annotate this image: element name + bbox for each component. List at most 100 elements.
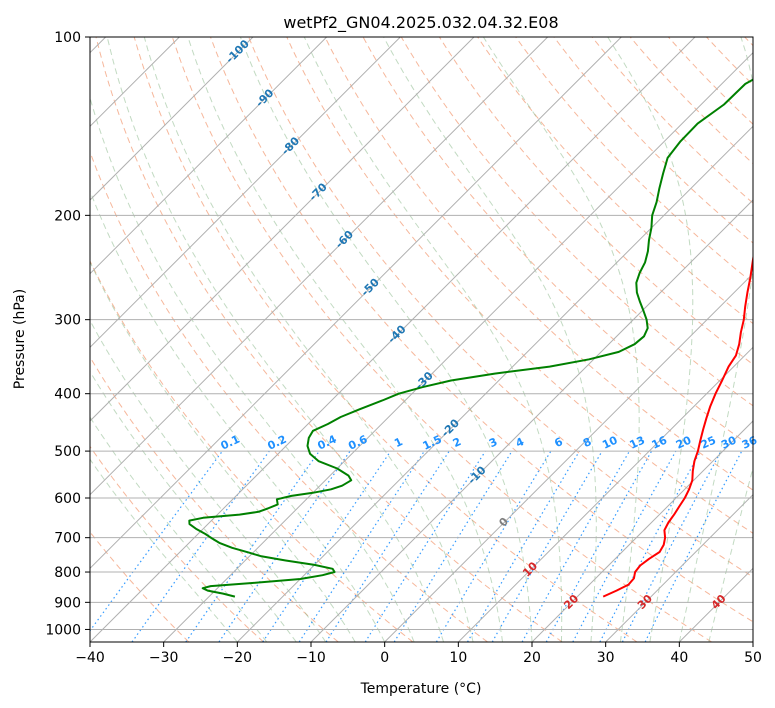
x-tick-label: 20 — [523, 650, 541, 666]
isotherm-line — [163, 51, 753, 642]
moist-adiabat — [90, 458, 238, 642]
x-axis-title: Temperature (°C) — [360, 681, 482, 697]
moist-adiabat — [143, 37, 474, 642]
moist-adiabat — [607, 37, 694, 642]
isotherm-line — [531, 420, 753, 642]
dry-adiabat — [744, 37, 753, 47]
dry-adiabat — [324, 37, 753, 491]
mixing-ratio-line — [218, 450, 351, 642]
isotherm-line — [90, 37, 622, 570]
isotherm-line — [90, 37, 401, 349]
temperature-line — [602, 253, 753, 598]
mixing-ratio-line — [435, 450, 552, 642]
dry-adiabat — [171, 37, 712, 642]
mixing-ratio-label: 13 — [628, 434, 647, 452]
isotherm-line — [236, 125, 753, 642]
grid — [90, 37, 753, 642]
mixing-ratio-label: 6 — [552, 435, 565, 450]
mixing-ratio-label: 0.4 — [315, 432, 338, 452]
mixing-ratio-label: 16 — [650, 433, 670, 451]
y-tick-label: 600 — [54, 491, 81, 507]
mixing-ratio-label: 25 — [699, 434, 718, 452]
y-axis-title: Pressure (hPa) — [12, 289, 28, 389]
mixing-ratio-line — [466, 450, 580, 642]
isotherm-line — [605, 493, 753, 642]
dry-adiabat — [210, 37, 753, 623]
y-tick-label: 700 — [54, 531, 81, 547]
x-tick-label: 30 — [597, 650, 615, 666]
thermo-background — [90, 37, 753, 642]
mixing-ratio-line — [325, 450, 450, 642]
mixing-ratio-label: 20 — [674, 433, 694, 451]
isotherm-line — [384, 272, 753, 642]
y-tick-label: 1000 — [45, 622, 81, 638]
dry-adiabat — [438, 37, 753, 366]
moist-adiabat — [239, 37, 533, 642]
isotherm-line — [752, 641, 753, 642]
mixing-ratio-label: 1.5 — [421, 433, 444, 453]
dry-adiabat — [90, 259, 414, 642]
isotherm-line — [457, 346, 753, 642]
x-tick-label: 50 — [744, 650, 762, 666]
moist-adiabat — [708, 466, 753, 642]
y-tick-label: 300 — [54, 313, 81, 329]
chart-title: wetPf2_GN04.2025.032.04.32.E08 — [283, 13, 558, 33]
x-tick-label: −10 — [296, 650, 326, 666]
mixing-ratio-line — [393, 450, 513, 642]
mixing-ratio-line — [572, 450, 677, 642]
dry-adiabat — [668, 37, 753, 125]
y-tick-label: 800 — [54, 565, 81, 581]
isotherm-line — [90, 37, 696, 642]
y-tick-label: 100 — [54, 30, 81, 46]
mixing-ratio-line — [364, 450, 486, 642]
dry-adiabat — [90, 531, 190, 642]
mixing-ratio-line — [298, 450, 425, 642]
mixing-ratio-line — [131, 450, 270, 642]
dry-adiabat — [515, 37, 753, 284]
mixing-ratio-line — [185, 450, 320, 642]
y-axis: 100 200 300 400 500 600 700 800 900 1000 — [45, 30, 90, 638]
dry-adiabat — [248, 37, 753, 578]
y-tick-label: 200 — [54, 208, 81, 224]
mixing-ratio-label: 36 — [740, 433, 760, 451]
mixing-ratio-label: 4 — [514, 435, 527, 450]
dry-adiabat — [133, 37, 638, 642]
x-tick-label: 40 — [670, 650, 688, 666]
isotherm-line — [310, 199, 753, 642]
moist-adiabat — [482, 37, 640, 642]
moist-adiabat — [90, 416, 268, 642]
dry-adiabat — [553, 37, 753, 244]
mixing-ratio-line — [599, 450, 702, 642]
mixing-ratio-line — [545, 450, 653, 642]
dry-adiabat — [90, 445, 264, 642]
dry-adiabat — [286, 37, 753, 534]
mixing-ratio-line — [521, 450, 631, 642]
dry-adiabat — [591, 37, 753, 204]
moist-adiabat — [678, 37, 753, 642]
isotherm-line — [90, 37, 328, 275]
y-tick-label: 500 — [54, 444, 81, 460]
moist-adiabat — [187, 37, 503, 642]
mixing-ratio-line — [644, 450, 743, 642]
moist-adiabat — [383, 37, 597, 642]
mixing-ratio-label: 3 — [487, 435, 499, 450]
x-axis: −40 −30 −20 −10 0 10 20 30 40 50 — [75, 642, 762, 666]
x-tick-label: −20 — [223, 650, 253, 666]
moist-adiabat — [90, 260, 356, 642]
mixing-ratio-line — [262, 450, 392, 642]
mixing-ratio-label: 30 — [719, 433, 739, 451]
mixing-ratio-label: 10 — [600, 433, 620, 451]
x-tick-label: −30 — [149, 650, 179, 666]
moist-adiabat — [90, 370, 297, 642]
profile-lines — [188, 78, 753, 598]
moist-adiabat — [303, 37, 563, 642]
y-tick-label: 900 — [54, 595, 81, 611]
isotherm-line — [90, 37, 254, 201]
plot-frame — [89, 36, 754, 643]
mixing-ratio-line — [90, 450, 223, 632]
isotherm-line — [90, 37, 475, 422]
dry-adiabat — [95, 37, 563, 642]
mixing-ratio-label: 0.6 — [346, 432, 369, 452]
